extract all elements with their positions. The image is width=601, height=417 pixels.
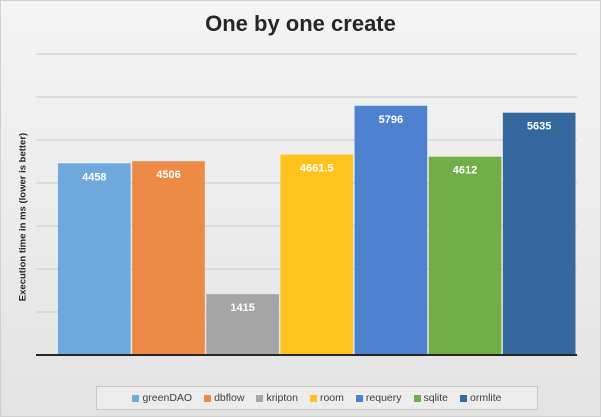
legend-item: requery: [355, 392, 402, 404]
plot-area: 4458 4506 1415 4661.5 5796 4612 5635: [36, 53, 577, 356]
bar-sqlite: [428, 156, 502, 355]
data-label: 5796: [379, 114, 403, 126]
legend-swatch: [413, 394, 421, 402]
bar-greenDAO: [58, 163, 131, 355]
legend-swatch: [256, 394, 264, 402]
legend-swatch: [460, 394, 468, 402]
legend-label: requery: [365, 392, 402, 404]
legend-label: dbflow: [214, 392, 245, 404]
legend-label: room: [319, 392, 344, 404]
legend-item: room: [309, 392, 344, 404]
data-label: 4612: [453, 165, 477, 177]
legend-item: ormlite: [460, 392, 502, 404]
chart-title: One by one create: [205, 11, 396, 36]
legend-swatch: [204, 394, 212, 402]
legend-label: kripton: [266, 392, 298, 404]
legend-label: greenDAO: [142, 392, 193, 404]
bar-room: [280, 154, 354, 355]
legend-label: sqlite: [423, 392, 449, 404]
legend-item: greenDAO: [132, 392, 192, 404]
legend-swatch: [355, 394, 363, 402]
legend-swatch: [309, 394, 317, 402]
legend-item: kripton: [256, 392, 298, 404]
data-label: 1415: [230, 302, 254, 314]
legend-item: dbflow: [204, 392, 244, 404]
data-label: 5635: [527, 121, 551, 133]
bar-requery: [354, 105, 428, 355]
bar-kripton: [206, 294, 279, 355]
legend: greenDAO dbflow kripton room requery sqlite or…: [96, 386, 538, 410]
legend-item: sqlite: [413, 392, 449, 404]
data-label: 4661.5: [300, 163, 334, 175]
bar-ormlite: [502, 112, 576, 355]
data-label: 4458: [82, 171, 106, 183]
data-label: 4506: [156, 169, 180, 181]
legend-label: ormlite: [470, 392, 502, 404]
legend-swatch: [132, 394, 140, 402]
bar-dbflow: [132, 161, 205, 355]
